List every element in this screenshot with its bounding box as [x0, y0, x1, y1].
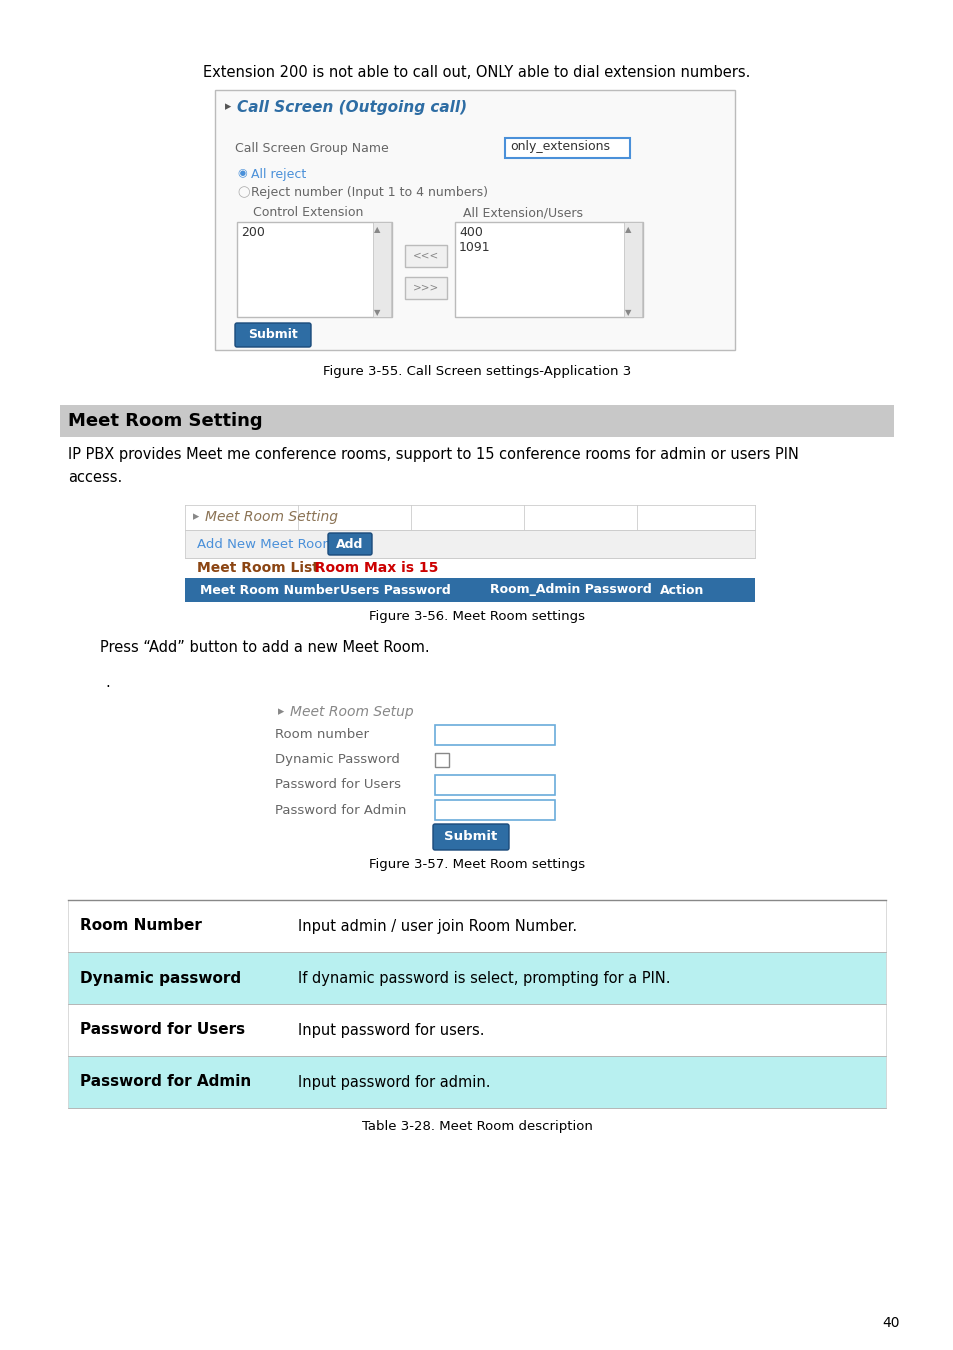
Text: Meet Room Setup: Meet Room Setup	[290, 705, 414, 720]
Text: only_extensions: only_extensions	[510, 140, 609, 153]
Text: .: .	[105, 675, 110, 690]
Text: Password for Users: Password for Users	[274, 779, 400, 791]
Text: Add New Meet Room: Add New Meet Room	[196, 537, 335, 551]
Bar	[435, 753, 449, 767]
Text: ▼: ▼	[624, 308, 631, 317]
Text: Password for Admin: Password for Admin	[80, 1075, 251, 1089]
Text: Input admin / user join Room Number.: Input admin / user join Room Number.	[297, 918, 577, 933]
Text: Input password for admin.: Input password for admin.	[297, 1075, 490, 1089]
Text: ▼: ▼	[374, 308, 380, 317]
Text: ◉: ◉	[236, 167, 247, 178]
Text: Meet Room Setting: Meet Room Setting	[68, 412, 262, 431]
Text: Add: Add	[336, 537, 363, 551]
Text: ▲: ▲	[374, 225, 380, 234]
Text: Meet Room List: Meet Room List	[196, 562, 318, 575]
Bar	[405, 277, 447, 298]
Text: Figure 3-55. Call Screen settings-Application 3: Figure 3-55. Call Screen settings-Applic…	[322, 364, 631, 378]
Text: Action: Action	[659, 583, 703, 597]
Bar	[68, 1004, 885, 1056]
Text: Dynamic Password: Dynamic Password	[274, 753, 399, 767]
Text: 200: 200	[241, 225, 265, 239]
Text: Submit: Submit	[444, 830, 497, 844]
Bar	[623, 221, 641, 317]
Bar	[214, 90, 734, 350]
Bar	[68, 1056, 885, 1108]
Text: Figure 3-56. Meet Room settings: Figure 3-56. Meet Room settings	[369, 610, 584, 622]
Text: Figure 3-57. Meet Room settings: Figure 3-57. Meet Room settings	[369, 859, 584, 871]
Text: Input password for users.: Input password for users.	[297, 1022, 484, 1038]
Text: Room number: Room number	[274, 729, 369, 741]
Bar	[405, 244, 447, 267]
Text: ▸: ▸	[277, 705, 284, 718]
Text: Extension 200 is not able to call out, ONLY able to dial extension numbers.: Extension 200 is not able to call out, O…	[203, 65, 750, 80]
Text: All reject: All reject	[251, 167, 306, 181]
Bar	[185, 578, 754, 602]
Bar	[504, 138, 629, 158]
Text: 40: 40	[882, 1316, 899, 1330]
Text: IP PBX provides Meet me conference rooms, support to 15 conference rooms for adm: IP PBX provides Meet me conference rooms…	[68, 447, 798, 462]
Text: Room Number: Room Number	[80, 918, 202, 933]
Bar	[435, 775, 555, 795]
Text: Dynamic password: Dynamic password	[80, 971, 241, 986]
Text: If dynamic password is select, prompting for a PIN.: If dynamic password is select, prompting…	[297, 971, 670, 986]
Text: >>>: >>>	[413, 284, 438, 293]
FancyBboxPatch shape	[328, 533, 372, 555]
Text: All Extension/Users: All Extension/Users	[462, 207, 582, 219]
Bar	[236, 221, 392, 317]
Text: 400
1091: 400 1091	[458, 225, 490, 254]
Text: Press “Add” button to add a new Meet Room.: Press “Add” button to add a new Meet Roo…	[100, 640, 429, 655]
Bar	[60, 405, 893, 437]
Text: <<<: <<<	[413, 251, 438, 261]
Text: Meet Room Setting: Meet Room Setting	[205, 510, 337, 524]
Text: Room_Admin Password: Room_Admin Password	[490, 583, 651, 597]
Text: Reject number (Input 1 to 4 numbers): Reject number (Input 1 to 4 numbers)	[251, 186, 488, 198]
Text: Meet Room Number: Meet Room Number	[200, 583, 339, 597]
Bar	[435, 801, 555, 819]
Text: Table 3-28. Meet Room description: Table 3-28. Meet Room description	[361, 1120, 592, 1133]
Text: ▲: ▲	[624, 225, 631, 234]
Bar	[455, 221, 642, 317]
Text: ▸: ▸	[193, 510, 199, 522]
Text: ◯: ◯	[236, 186, 250, 197]
Text: Call Screen (Outgoing call): Call Screen (Outgoing call)	[236, 100, 467, 115]
FancyBboxPatch shape	[234, 323, 311, 347]
Text: Users Password: Users Password	[339, 583, 450, 597]
Text: access.: access.	[68, 470, 122, 485]
FancyBboxPatch shape	[433, 824, 509, 850]
Text: ▸: ▸	[225, 100, 231, 113]
Text: Control Extension: Control Extension	[253, 207, 363, 219]
Text: Password for Admin: Password for Admin	[274, 803, 406, 817]
Text: Call Screen Group Name: Call Screen Group Name	[234, 142, 388, 155]
Text: Room Max is 15: Room Max is 15	[305, 562, 438, 575]
Bar	[68, 900, 885, 952]
Text: Submit: Submit	[248, 328, 297, 342]
Text: Password for Users: Password for Users	[80, 1022, 245, 1038]
Bar	[373, 221, 391, 317]
Bar	[185, 531, 754, 558]
Bar	[435, 725, 555, 745]
Bar	[68, 952, 885, 1004]
